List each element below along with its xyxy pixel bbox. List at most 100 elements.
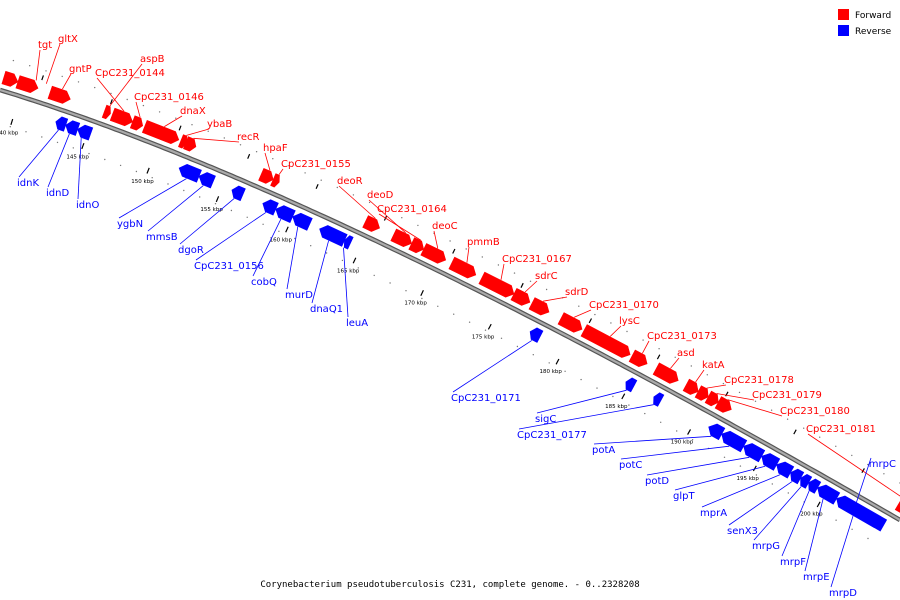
gene-label-reverse: glpT	[673, 491, 695, 502]
gene-block-forward	[141, 120, 180, 145]
guide-dot	[142, 104, 145, 107]
gene-label-reverse: idnD	[46, 188, 69, 199]
gene-label-reverse: potD	[645, 476, 669, 487]
guide-dot	[167, 183, 169, 185]
gene-label-forward: deoC	[432, 221, 458, 232]
guide-dot	[126, 98, 128, 101]
legend-forward-swatch	[838, 9, 849, 20]
legend: Forward Reverse	[838, 9, 892, 37]
axis-minor-tick	[793, 429, 797, 435]
guide-dot	[320, 179, 322, 181]
gene-block-reverse	[343, 235, 354, 250]
gene-label-reverse: leuA	[346, 318, 368, 329]
guide-dot	[626, 330, 628, 333]
guide-dot	[644, 412, 646, 415]
axis-tick-label: 180 kbp	[540, 369, 563, 375]
gene-block-forward	[47, 85, 71, 104]
axis-tick-label: 195 kbp	[737, 476, 760, 482]
leader-line-reverse	[674, 465, 766, 491]
guide-dot	[578, 305, 580, 307]
gene-label-forward: CpC231_0173	[647, 331, 717, 342]
guide-dot	[642, 339, 644, 341]
gene-label-reverse: mrpF	[780, 557, 806, 568]
leader-line-forward	[62, 73, 72, 90]
guide-dot	[532, 354, 534, 356]
gene-block-reverse	[625, 377, 638, 393]
gene-block-forward	[129, 115, 144, 131]
legend-reverse-swatch	[838, 25, 849, 36]
gene-block-forward	[101, 104, 111, 120]
gene-block-forward	[258, 168, 274, 184]
guide-dot	[158, 111, 161, 113]
gene-block-forward	[682, 378, 699, 395]
gene-block-reverse	[319, 225, 348, 247]
gene-label-reverse: sigC	[535, 414, 556, 425]
gene-label-forward: CpC231_0170	[589, 300, 659, 311]
axis-tick	[687, 429, 692, 435]
leader-line-forward	[670, 357, 680, 369]
leader-line-reverse	[753, 486, 802, 541]
guide-dot	[610, 322, 612, 324]
axis-minor-tick	[520, 282, 524, 288]
guide-dot	[803, 427, 805, 429]
gene-block-reverse	[529, 327, 544, 343]
gene-blocks	[1, 70, 900, 532]
gene-label-reverse: cobQ	[251, 277, 277, 288]
guide-dot	[272, 158, 274, 160]
leader-line-reverse	[646, 456, 750, 476]
guide-dot	[691, 439, 694, 441]
guide-dot	[738, 391, 741, 394]
guide-dot	[405, 290, 407, 292]
gene-block-reverse	[65, 120, 81, 136]
genome-axis	[0, 87, 900, 522]
guide-dot	[207, 130, 209, 132]
leader-line-forward	[574, 309, 592, 318]
gene-block-forward	[15, 75, 39, 94]
guide-dot	[262, 223, 264, 225]
guide-dot	[278, 230, 280, 232]
leader-line-reverse	[18, 129, 59, 178]
guide-dot	[497, 264, 500, 266]
leader-line-forward	[109, 63, 143, 107]
guide-dot	[368, 201, 371, 204]
leader-line-forward	[45, 43, 61, 84]
gene-block-forward	[580, 324, 631, 358]
leader-line-forward	[706, 384, 727, 389]
gene-label-reverse: CpC231_0177	[517, 430, 587, 441]
guide-dot	[754, 400, 757, 402]
gene-block-forward	[390, 228, 412, 248]
guide-dot	[325, 252, 328, 254]
guide-dot	[288, 165, 290, 167]
axis-minor-tick	[656, 354, 661, 360]
guide-dot	[594, 313, 596, 316]
guide-dot	[612, 395, 614, 398]
gene-block-forward	[420, 243, 447, 264]
guide-dot	[867, 537, 869, 540]
axis-minor-tick	[41, 75, 44, 81]
axis-tick-label: 170 kbp	[404, 301, 427, 307]
guide-dot	[255, 151, 258, 153]
gene-label-forward: deoD	[367, 190, 394, 201]
axis-tick-label: 185 kbp	[605, 404, 628, 410]
guide-dot	[787, 492, 789, 494]
gene-block-reverse	[55, 116, 69, 132]
leader-line-reverse	[620, 445, 730, 460]
guide-dot	[706, 374, 708, 376]
axis-tick	[816, 501, 821, 508]
leader-line-reverse	[195, 212, 267, 261]
guide-dot	[45, 70, 47, 72]
guide-dot	[548, 362, 550, 364]
leader-line-forward	[338, 185, 376, 219]
leader-line-forward	[500, 263, 505, 280]
gene-block-forward	[714, 396, 732, 413]
gene-label-reverse: potC	[619, 460, 642, 471]
axis-minor-tick	[861, 468, 865, 474]
gene-block-forward	[894, 500, 900, 513]
leader-line-forward	[96, 77, 125, 112]
guide-dot	[385, 209, 387, 211]
guide-dot	[676, 430, 678, 432]
guide-dot	[722, 382, 725, 385]
axis-tick-label: 190 kbp	[671, 439, 694, 445]
gene-block-forward	[448, 256, 477, 279]
guide-dot	[771, 483, 773, 485]
